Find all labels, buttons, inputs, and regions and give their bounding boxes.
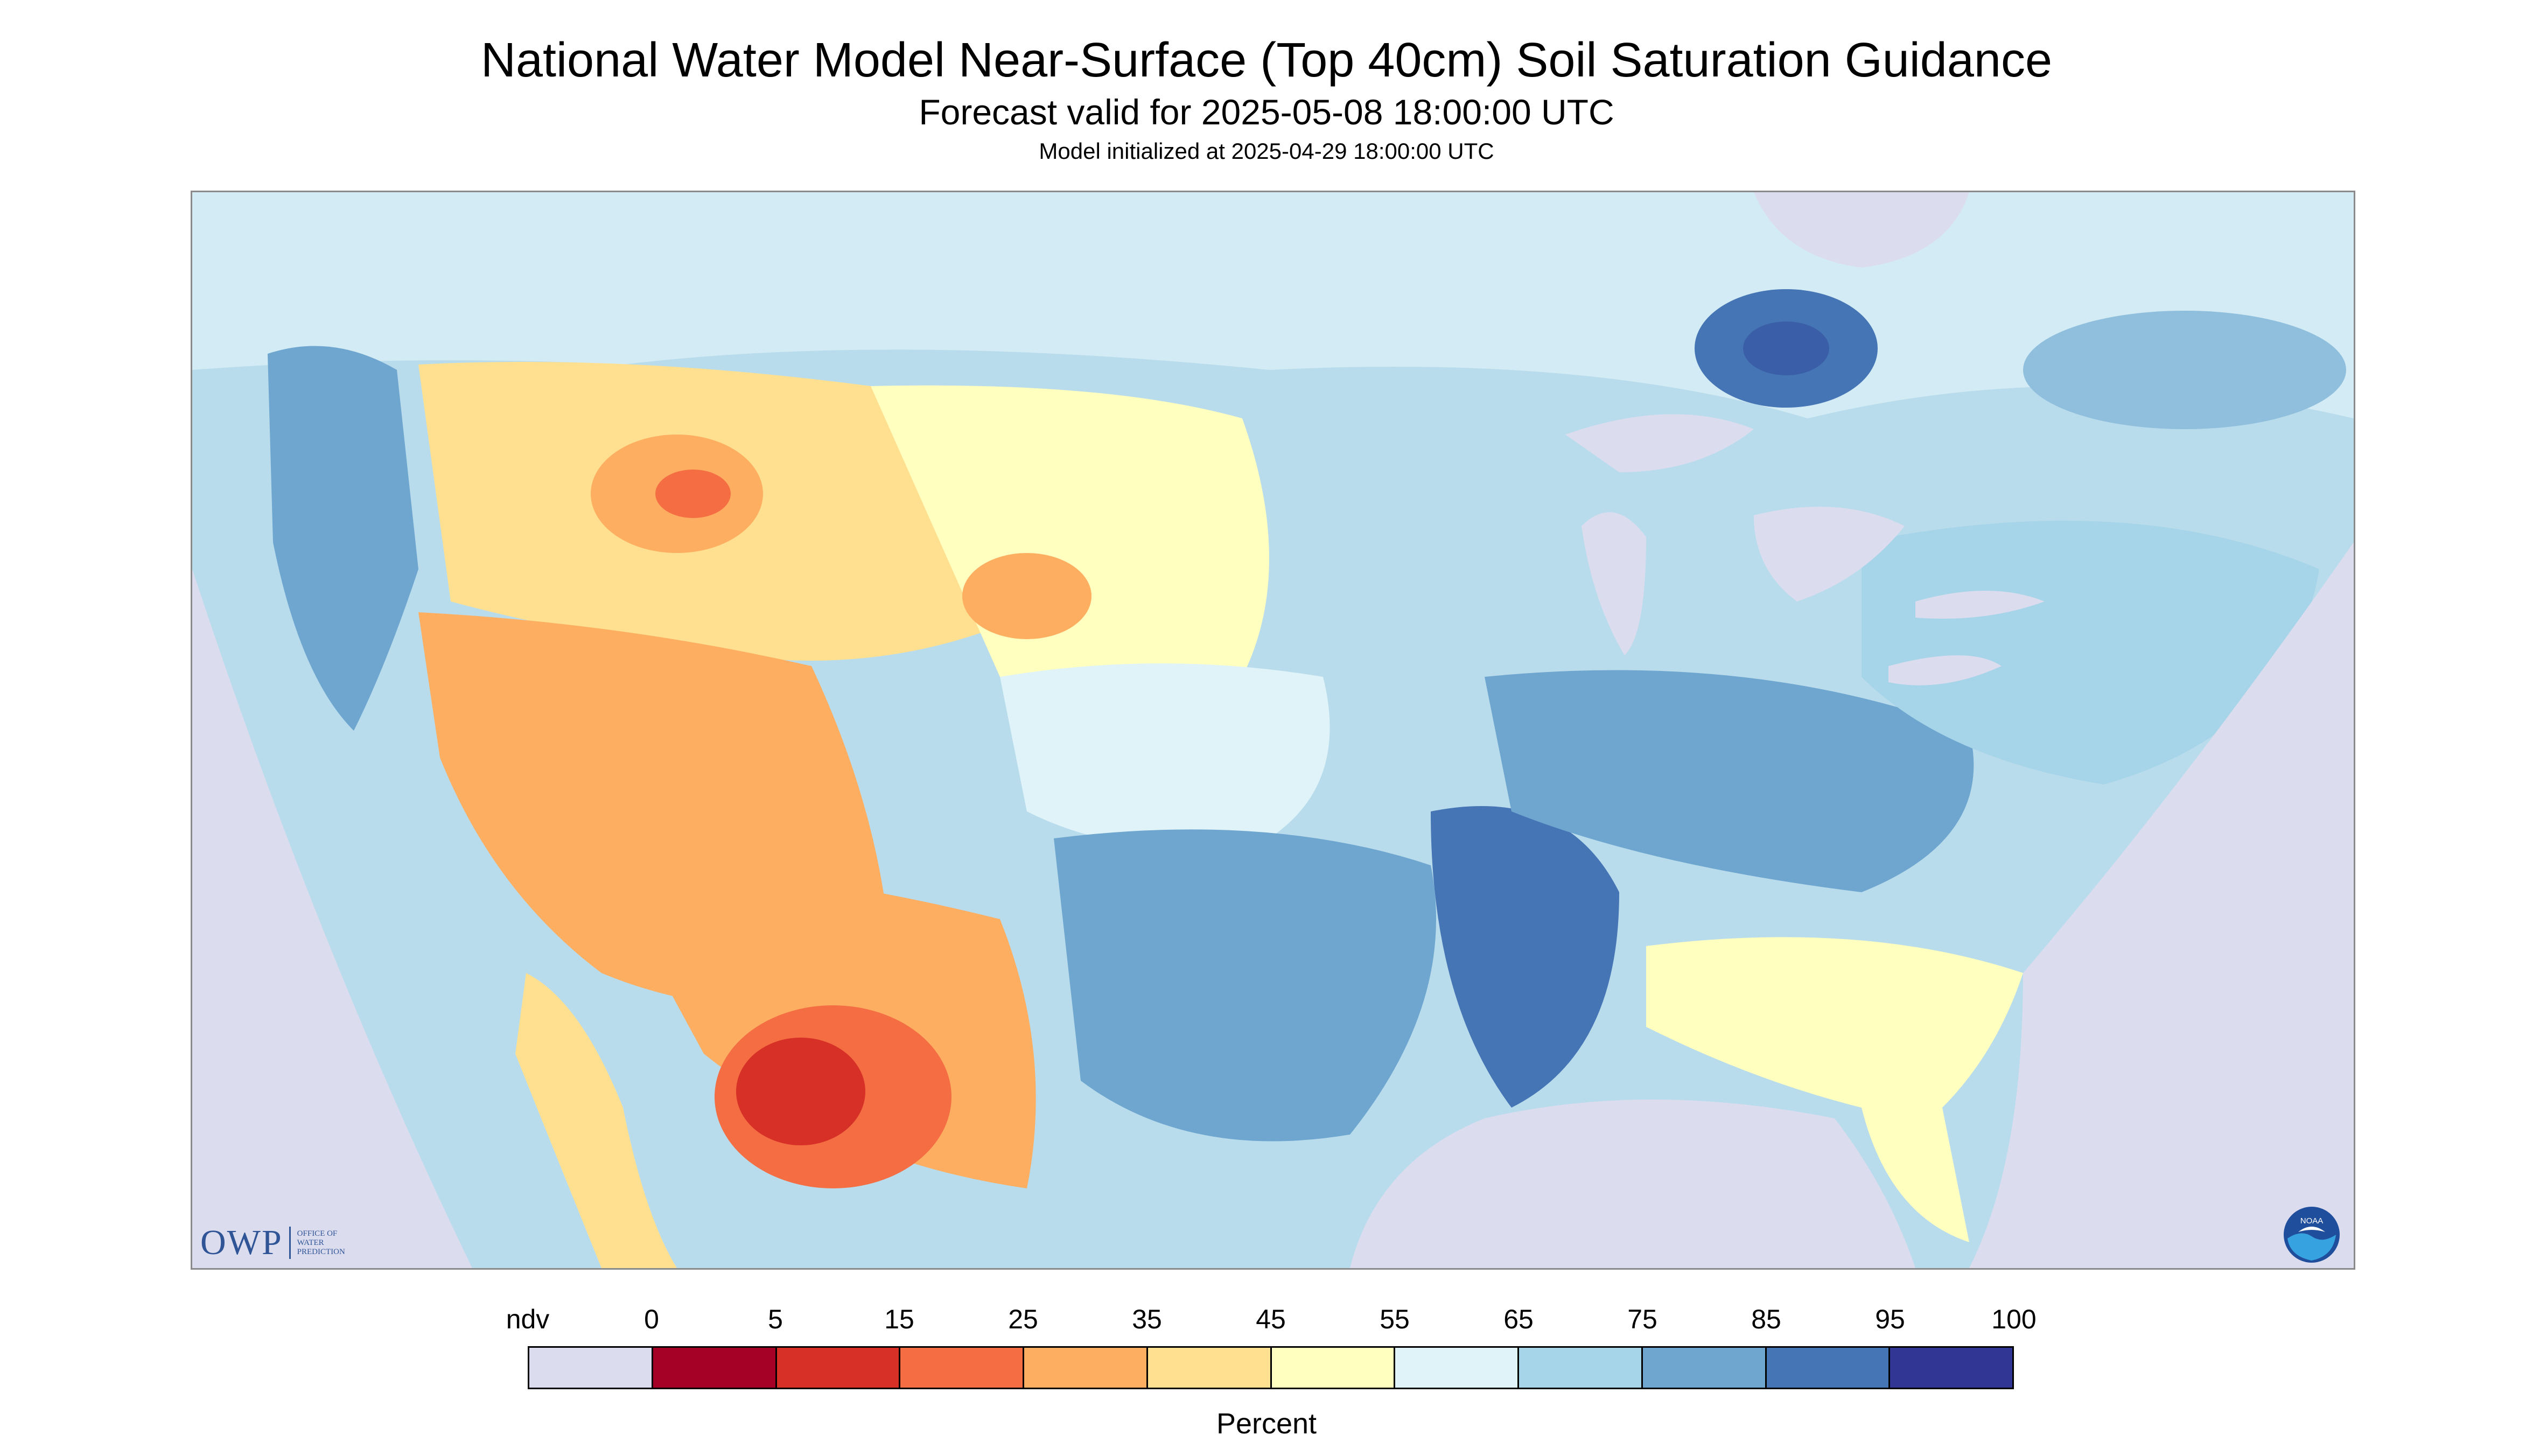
legend-tick-label: ndv — [506, 1304, 550, 1334]
legend-tick-label: 95 — [1875, 1304, 1905, 1334]
legend-swatch-5 — [1147, 1348, 1272, 1388]
legend-swatch-7 — [1395, 1348, 1519, 1388]
region-ohio-valley — [1485, 670, 1974, 892]
region-quebec-blue — [2023, 311, 2346, 429]
svg-text:NOAA: NOAA — [2300, 1216, 2324, 1226]
legend-unit-label: Percent — [1216, 1408, 1317, 1440]
legend-tick-label: 65 — [1503, 1304, 1534, 1334]
legend-swatch-4 — [1024, 1348, 1148, 1388]
legend-swatch-10 — [1766, 1348, 1891, 1388]
legend-tick-label: 85 — [1751, 1304, 1781, 1334]
region-southeast — [1646, 937, 2023, 1242]
legend-tick-label: 25 — [1008, 1304, 1038, 1334]
region-northeast — [1862, 521, 2319, 785]
gulf-of-mexico — [1350, 1100, 1915, 1268]
great-lakes — [1565, 414, 2045, 685]
legend-tick-label: 35 — [1132, 1304, 1162, 1334]
forecast-valid-time: Forecast valid for 2025-05-08 18:00:00 U… — [919, 92, 1614, 132]
legend-tick-label: 75 — [1627, 1304, 1657, 1334]
region-lower-mississippi — [1431, 806, 1619, 1108]
owp-logo-divider — [289, 1227, 291, 1259]
legend-tick-label: 5 — [768, 1304, 783, 1334]
legend-swatch-0 — [529, 1348, 653, 1388]
owp-logo: OWP Office of Water Prediction — [200, 1221, 345, 1264]
region-central-plains — [1000, 663, 1330, 848]
model-init-time: Model initialized at 2025-04-29 18:00:00… — [1039, 138, 1494, 164]
legend-swatch-9 — [1642, 1348, 1767, 1388]
legend-tick-label: 100 — [1991, 1304, 2037, 1334]
soil-saturation-map — [191, 191, 2355, 1270]
legend-swatch-11 — [1890, 1348, 2012, 1388]
map-title: National Water Model Near-Surface (Top 4… — [480, 33, 2052, 87]
legend-swatch-1 — [653, 1348, 777, 1388]
legend-tick-label: 15 — [884, 1304, 914, 1334]
legend-swatch-3 — [900, 1348, 1024, 1388]
owp-logo-text: OWP — [200, 1223, 283, 1262]
legend-tick-label: 55 — [1380, 1304, 1410, 1334]
hudson-bay-water — [1754, 192, 1969, 268]
legend-tick-label: 0 — [644, 1304, 659, 1334]
color-legend — [528, 1346, 2014, 1389]
region-pacific-northwest — [268, 346, 418, 731]
legend-swatch-2 — [776, 1348, 901, 1388]
region-northern-plains — [871, 385, 1269, 704]
owp-logo-subtext: Office of Water Prediction — [297, 1229, 345, 1256]
region-oklahoma-texas — [1054, 829, 1436, 1142]
region-baja-california — [515, 973, 677, 1268]
legend-tick-label: 45 — [1256, 1304, 1286, 1334]
legend-swatch-8 — [1519, 1348, 1643, 1388]
atlantic-ocean — [1969, 542, 2354, 1268]
legend-swatch-6 — [1271, 1348, 1396, 1388]
noaa-logo-icon: NOAA — [2284, 1207, 2340, 1263]
